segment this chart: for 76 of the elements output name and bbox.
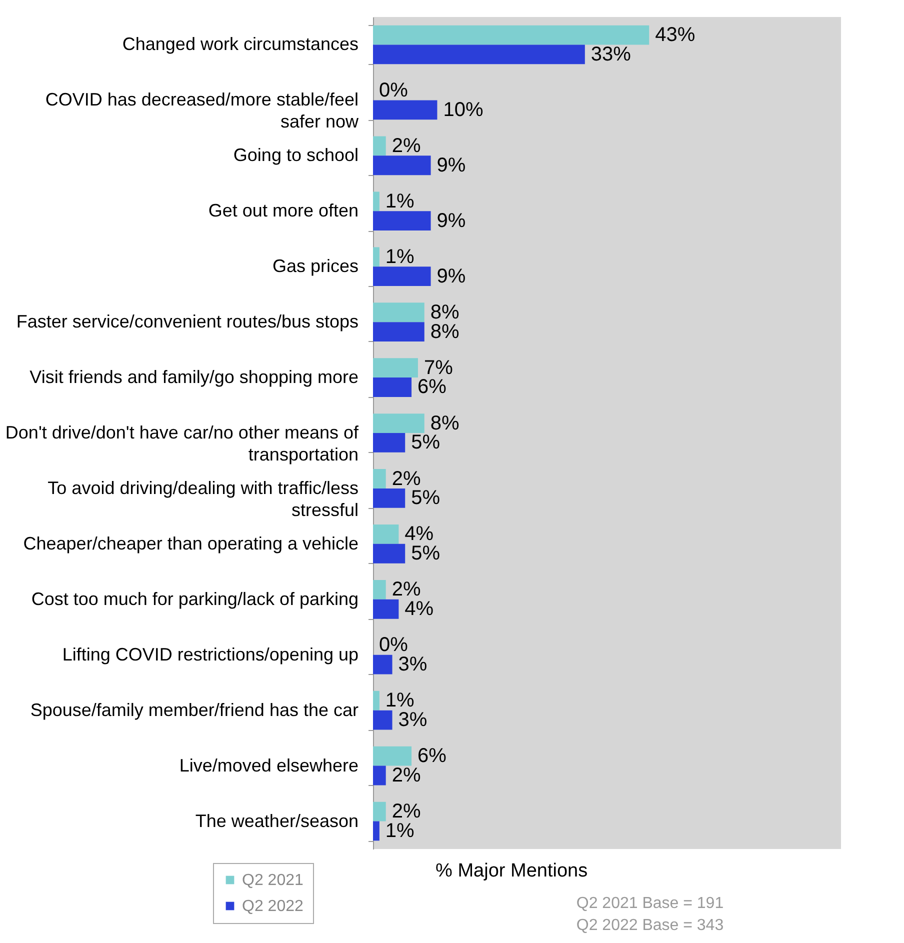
- data-label: 1%: [385, 190, 415, 212]
- data-label: 1%: [385, 690, 415, 712]
- data-label: 5%: [411, 432, 440, 454]
- data-label: 9%: [436, 265, 466, 288]
- data-label: 9%: [436, 154, 466, 176]
- bar: [373, 192, 380, 212]
- bar: [373, 211, 431, 231]
- data-label: 6%: [418, 745, 447, 768]
- bar: [373, 690, 380, 710]
- bar: [373, 433, 406, 452]
- text: Q2 2021 Base = 191: [575, 894, 725, 914]
- data-label: 5%: [411, 542, 440, 565]
- data-label: 0%: [379, 79, 408, 102]
- data-label: 2%: [392, 134, 421, 157]
- data-label: 8%: [430, 320, 460, 343]
- bar: [373, 469, 386, 488]
- data-label: 3%: [398, 709, 428, 732]
- bar: [373, 266, 431, 286]
- legend-label: Q2 2021: [242, 872, 304, 889]
- bar: [373, 156, 431, 176]
- bar: [373, 654, 392, 674]
- bar: [373, 766, 386, 786]
- bar: [373, 100, 438, 120]
- bar: [373, 322, 424, 342]
- y-tick-label: Changed work circumstances: [122, 34, 358, 54]
- y-tick-label: Cost too much for parking/lack of parking: [31, 588, 358, 609]
- x-axis-title: % Major Mentions: [436, 860, 588, 882]
- bar: [373, 821, 380, 841]
- y-tick-label: Live/moved elsewhere: [179, 755, 358, 776]
- data-label: 43%: [655, 24, 696, 46]
- bar: [373, 802, 386, 822]
- y-tick-label: The weather/season: [195, 810, 358, 831]
- data-label: 10%: [443, 98, 484, 121]
- bar: [373, 136, 386, 156]
- legend-label: Q2 2022: [242, 898, 304, 915]
- data-label: 4%: [404, 523, 434, 546]
- y-tick-label: Faster service/convenient routes/bus stops: [16, 312, 358, 332]
- y-tick-label: Cheaper/cheaper than operating a vehicle: [23, 533, 358, 554]
- data-label: 3%: [398, 654, 428, 676]
- bar: [373, 25, 650, 45]
- bar: [373, 710, 392, 730]
- bar: [373, 544, 406, 564]
- bar: [373, 414, 424, 433]
- data-label: 33%: [590, 43, 632, 66]
- y-tick-label: Going to school: [233, 145, 358, 166]
- bar: [373, 302, 424, 322]
- y-tick-label: To avoid driving/dealing with traffic/less stressful: [48, 478, 358, 520]
- data-label: 2%: [392, 468, 421, 490]
- data-label: 5%: [411, 487, 440, 510]
- data-label: 0%: [379, 634, 408, 656]
- y-tick-label: Get out more often: [208, 200, 358, 221]
- y-tick-label: Don't drive/don't have car/no other means of transportation: [5, 422, 360, 464]
- data-label: 1%: [385, 246, 415, 268]
- y-tick-label: Gas prices: [272, 256, 358, 276]
- bar: [373, 378, 412, 397]
- y-tick-label: Spouse/family member/friend has the car: [30, 700, 358, 720]
- y-tick-label: Visit friends and family/go shopping more: [30, 367, 358, 388]
- data-label: 2%: [392, 764, 421, 787]
- y-tick-label: COVID has decreased/more stable/feel safer now: [45, 90, 360, 132]
- text: Q2 2022 Base = 343: [575, 916, 725, 936]
- bar: [373, 358, 418, 378]
- bar: [373, 44, 585, 64]
- data-label: 6%: [418, 376, 447, 398]
- bar: [373, 247, 380, 267]
- data-label: 4%: [404, 598, 434, 620]
- bar: [373, 746, 412, 766]
- data-label: 9%: [436, 210, 466, 232]
- data-label: 8%: [430, 301, 460, 324]
- data-label: 8%: [430, 412, 460, 434]
- bar: [373, 599, 399, 619]
- bar: [373, 488, 406, 508]
- data-label: 7%: [424, 356, 454, 379]
- y-tick-label: Lifting COVID restrictions/opening up: [62, 644, 358, 664]
- bar: [373, 580, 386, 600]
- bar: [373, 524, 399, 544]
- data-label: 2%: [392, 578, 421, 601]
